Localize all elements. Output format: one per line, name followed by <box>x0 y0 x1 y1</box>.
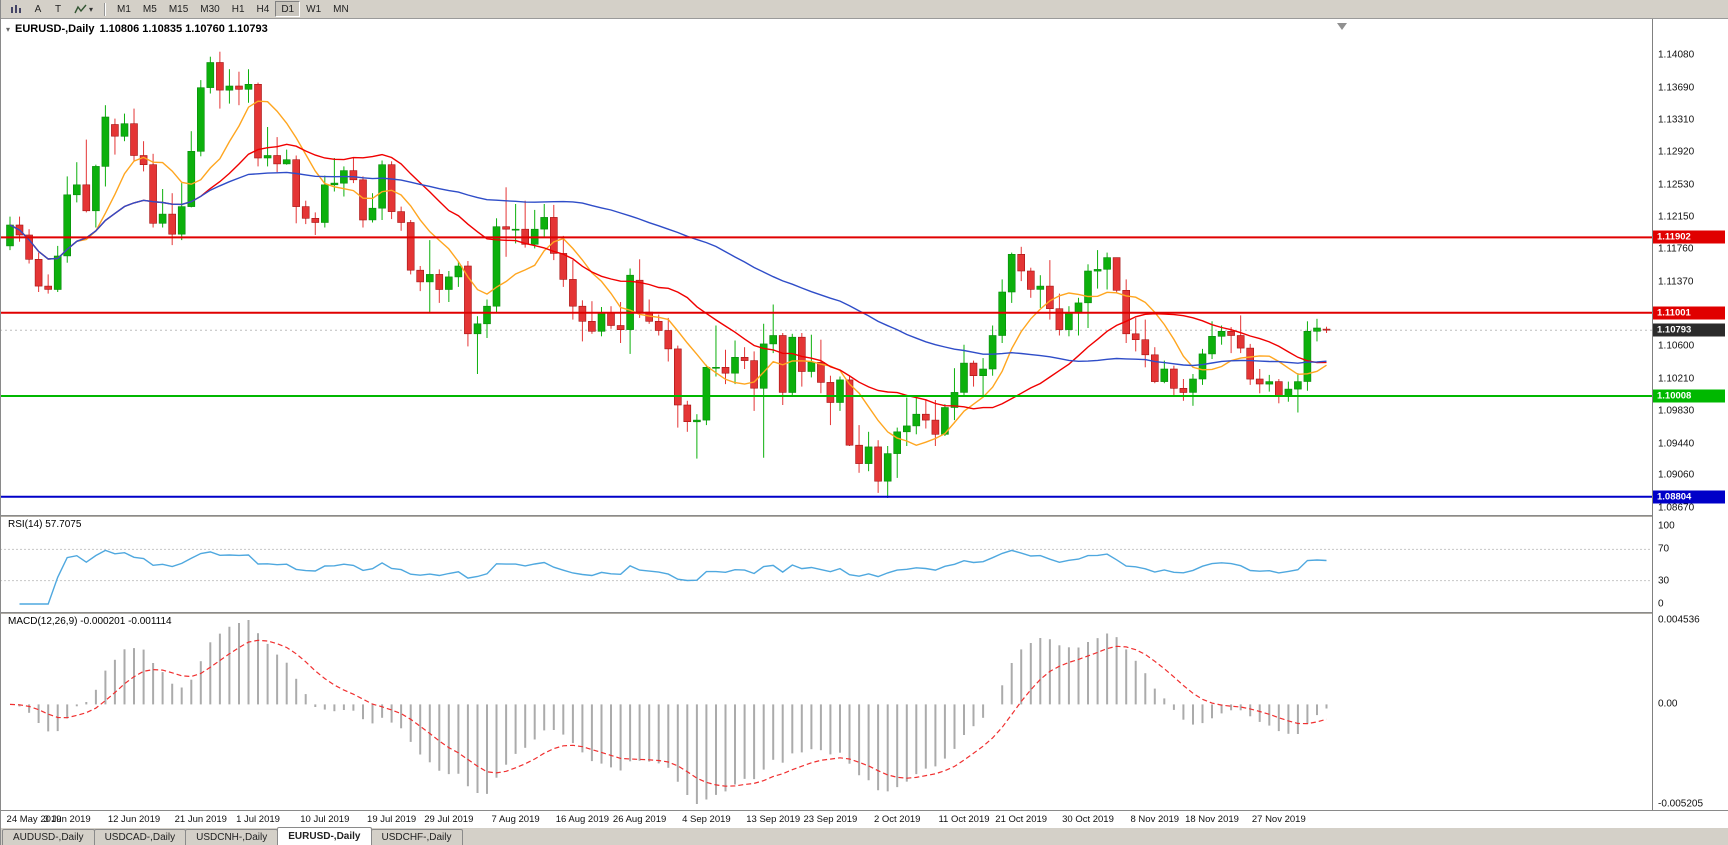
price-axis-label: 1.08670 <box>1658 502 1695 514</box>
macd-axis[interactable]: 0.004536 0.00 -0.005205 <box>1652 612 1728 810</box>
chart-tab-usdcad[interactable]: USDCAD-,Daily <box>93 829 187 845</box>
date-axis-label: 23 Sep 2019 <box>803 814 858 825</box>
rsi-axis-label: 100 <box>1658 520 1675 532</box>
macd-axis-label: 0.004536 <box>1658 614 1700 626</box>
macd-axis-label: -0.005205 <box>1658 798 1704 810</box>
indicators-button[interactable]: ▾ <box>68 1 99 17</box>
timeframe-h4-button[interactable]: H4 <box>256 3 270 15</box>
date-axis-label: 26 Aug 2019 <box>612 814 667 825</box>
timeframe-m30-button[interactable]: M30 <box>200 3 220 15</box>
price-axis-label: 1.11760 <box>1658 243 1694 255</box>
date-axis-label: 16 Aug 2019 <box>555 814 610 825</box>
toolbar: A T ▾ M1 M5 M15 M30 H1 H4 D1 W1 MN <box>0 0 1728 19</box>
date-axis-label: 21 Oct 2019 <box>995 814 1048 825</box>
timeframe-m1-button[interactable]: M1 <box>117 3 131 15</box>
candlestick-chart-icon <box>11 5 21 13</box>
chart-title-ohlc: 1.10806 1.10835 1.10760 1.10793 <box>99 23 268 35</box>
price-axis-label: 1.10600 <box>1658 340 1695 352</box>
panel-divider[interactable] <box>0 515 1728 517</box>
date-axis-label: 18 Nov 2019 <box>1185 814 1239 825</box>
price-axis-label: 1.14080 <box>1658 49 1695 61</box>
macd-label: MACD(12,26,9) -0.000201 -0.001114 <box>8 616 172 627</box>
macd-panel-chart[interactable] <box>0 612 1652 810</box>
timeframe-d1-button[interactable]: D1 <box>275 1 301 17</box>
date-axis-label: 21 Jun 2019 <box>174 814 227 825</box>
timeframe-mn-button[interactable]: MN <box>333 3 349 15</box>
price-axis-label: 1.10210 <box>1658 373 1695 385</box>
price-axis-label: 1.12920 <box>1658 146 1695 158</box>
macd-signal-line <box>9 639 1327 787</box>
price-axis-label: 1.12530 <box>1658 179 1695 191</box>
date-axis-label: 27 Nov 2019 <box>1251 814 1306 825</box>
chart-tab-eurusd[interactable]: EURUSD-,Daily <box>277 827 372 845</box>
chevron-down-icon: ▾ <box>89 4 94 14</box>
text-label-button-label: A <box>34 3 42 15</box>
date-axis-label: 7 Aug 2019 <box>491 814 540 825</box>
chart-tab-usdcnh[interactable]: USDCNH-,Daily <box>185 829 279 845</box>
rsi-panel-chart[interactable] <box>0 515 1652 612</box>
price-axis-label: 1.12150 <box>1658 211 1695 223</box>
panel-divider[interactable] <box>0 612 1728 614</box>
timeframe-h1-button[interactable]: H1 <box>231 3 245 15</box>
text-label-button[interactable]: A <box>28 1 48 17</box>
date-axis-label: 8 Nov 2019 <box>1130 814 1180 825</box>
chart-tab-bar: AUDUSD-,Daily USDCAD-,Daily USDCNH-,Daily E… <box>0 827 1728 845</box>
price-axis-label: 1.09440 <box>1658 438 1695 449</box>
type-tool-button-label: T <box>54 3 62 15</box>
rsi-line <box>19 549 1327 605</box>
date-axis-label: 30 Oct 2019 <box>1062 814 1114 825</box>
price-axis-label: 1.13690 <box>1658 82 1695 94</box>
ma-55-line <box>9 171 1327 367</box>
timeframe-group: M1 M5 M15 M30 H1 H4 D1 W1 MN <box>111 1 355 17</box>
chart-tab-audusd[interactable]: AUDUSD-,Daily <box>2 829 95 845</box>
rsi-axis[interactable]: 100 70 30 0 <box>1652 515 1728 612</box>
chart-title: ▾ EURUSD-,Daily 1.10806 1.10835 1.10760 … <box>6 23 268 35</box>
price-axis-label: 1.11370 <box>1658 276 1694 288</box>
chart-title-symbol: EURUSD-,Daily <box>15 23 95 35</box>
type-tool-button[interactable]: T <box>48 1 68 17</box>
date-axis-label: 3 Jun 2019 <box>43 814 91 825</box>
ma-21-line <box>9 143 1327 410</box>
date-axis-label: 11 Oct 2019 <box>938 814 990 825</box>
chart-shift-marker[interactable] <box>1337 23 1347 30</box>
toolbar-separator <box>104 2 107 16</box>
date-axis-label: 13 Sep 2019 <box>746 814 801 825</box>
date-axis-label: 19 Jul 2019 <box>367 814 417 825</box>
price-line-label: 1.10008 <box>1653 389 1725 403</box>
timeframe-w1-button[interactable]: W1 <box>306 3 322 15</box>
price-line-label: 1.08804 <box>1653 490 1725 504</box>
price-line-label: 1.11902 <box>1653 230 1725 244</box>
rsi-axis-label: 30 <box>1658 575 1670 587</box>
date-axis[interactable]: 24 May 2019 3 Jun 2019 12 Jun 2019 21 Jun 2… <box>0 810 1728 827</box>
timeframe-m15-button[interactable]: M15 <box>168 3 189 15</box>
timeframe-m5-button[interactable]: M5 <box>142 3 157 15</box>
price-axis-label: 1.09060 <box>1658 469 1695 481</box>
price-line-label: 1.11001 <box>1653 306 1725 320</box>
rsi-label: RSI(14) 57.7075 <box>8 519 82 530</box>
date-axis-label: 24 May 2019 <box>6 814 62 825</box>
chart-tab-usdchf[interactable]: USDCHF-,Daily <box>370 829 463 845</box>
price-axis-label: 1.13310 <box>1658 114 1695 125</box>
date-axis-label: 4 Sep 2019 <box>682 814 731 825</box>
date-axis-label: 2 Oct 2019 <box>873 814 921 825</box>
current-price-label: 1.10793 <box>1653 323 1725 337</box>
rsi-axis-label: 70 <box>1658 543 1670 555</box>
price-axis[interactable]: 1.14080 1.13690 1.13310 1.12920 1.12530 1.121… <box>1652 19 1728 515</box>
date-axis-label: 29 Jul 2019 <box>424 814 474 825</box>
ma-8-line <box>9 100 1327 447</box>
zigzag-indicator-icon <box>74 4 87 13</box>
chart-collapse-icon[interactable]: ▾ <box>6 24 11 34</box>
date-axis-label: 1 Jul 2019 <box>236 814 280 825</box>
rsi-axis-label: 0 <box>1658 598 1664 610</box>
price-chart[interactable] <box>0 19 1652 515</box>
price-axis-label: 1.09830 <box>1658 405 1695 417</box>
window-left-edge <box>0 0 1 845</box>
macd-axis-label: 0.00 <box>1658 698 1678 710</box>
date-axis-label: 10 Jul 2019 <box>300 814 350 825</box>
date-axis-label: 12 Jun 2019 <box>107 814 161 825</box>
charts-window-button[interactable] <box>4 1 28 17</box>
